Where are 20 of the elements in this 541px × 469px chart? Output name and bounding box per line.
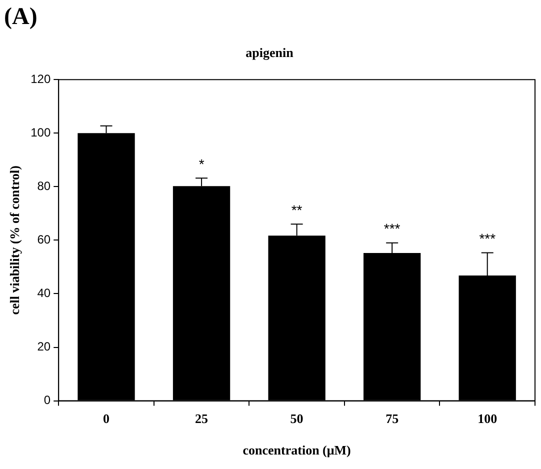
y-tick-label: 100 [30,125,51,140]
y-tick-label: 40 [37,286,51,300]
y-tick-label: 60 [37,232,51,247]
x-tick-label: 25 [195,410,209,426]
x-tick-label: 0 [103,410,110,426]
annotation: ** [291,202,303,218]
chart-title: apigenin [246,45,294,60]
y-tick-label: 0 [44,393,51,408]
y-axis-title: cell viability (% of control) [7,166,22,315]
annotation: *** [384,220,401,237]
y-tick-label: 120 [30,72,51,86]
x-axis-title: concentration (μM) [242,442,351,458]
x-tick-label: 50 [290,410,304,426]
annotation: *** [479,230,496,247]
y-tick-label: 80 [37,178,51,193]
annotation: * [198,156,205,172]
y-tick-label: 20 [37,340,51,354]
text: (A) [4,4,38,30]
x-tick-label: 100 [478,410,498,426]
x-tick-label: 75 [386,410,400,426]
